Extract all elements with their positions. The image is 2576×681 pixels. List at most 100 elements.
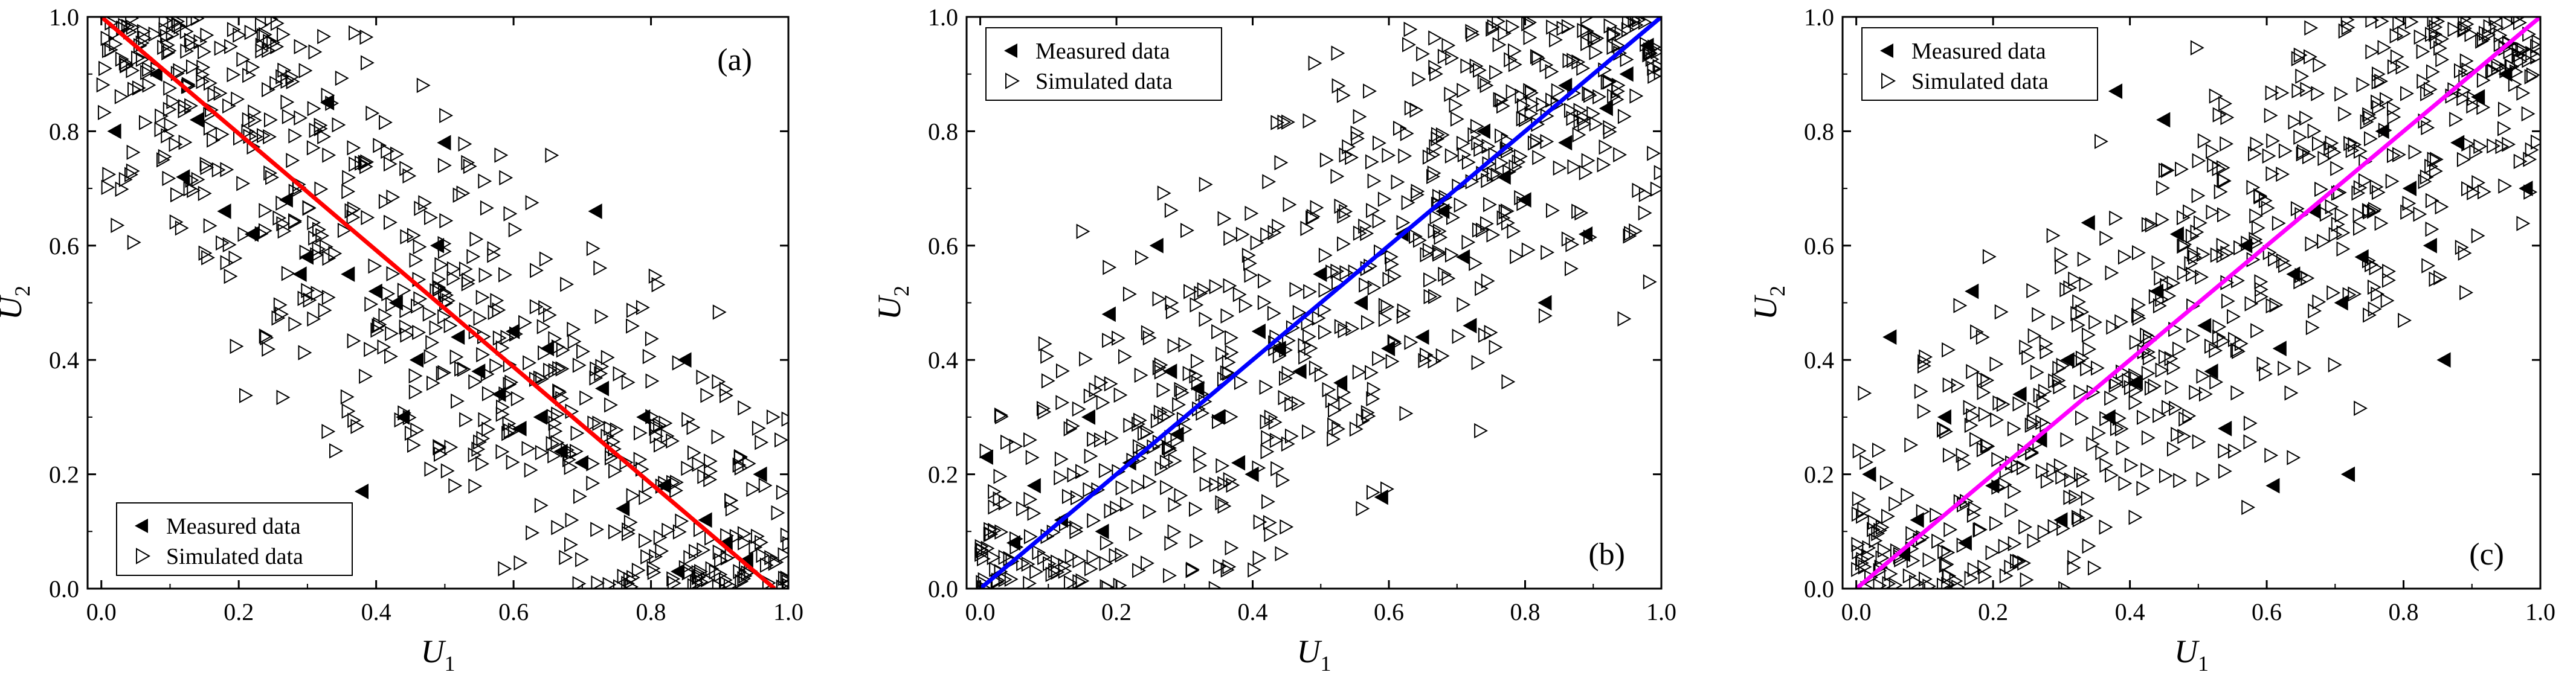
- simulated-point: [1431, 127, 1445, 142]
- simulated-point: [285, 69, 300, 85]
- simulated-point: [2132, 310, 2146, 326]
- simulated-point: [1877, 542, 1892, 558]
- simulated-point: [1209, 279, 1223, 295]
- simulated-point: [553, 385, 567, 400]
- simulated-point: [555, 361, 570, 377]
- simulated-point: [780, 527, 788, 543]
- simulated-point: [2124, 457, 2139, 473]
- simulated-point: [414, 200, 428, 216]
- simulated-point: [2007, 421, 2021, 436]
- simulated-point: [547, 448, 562, 464]
- measured-point: [320, 95, 335, 110]
- measured-point: [437, 135, 451, 151]
- simulated-point: [1298, 337, 1312, 354]
- simulated-point: [2079, 508, 2094, 524]
- simulated-point: [510, 391, 525, 407]
- simulated-point: [1492, 17, 1506, 30]
- simulated-point: [1977, 385, 1991, 400]
- simulated-point: [2216, 248, 2230, 263]
- simulated-point: [2458, 245, 2472, 261]
- simulated-point: [2464, 27, 2479, 42]
- measured-point: [1149, 237, 1164, 254]
- simulated-point: [361, 209, 375, 226]
- simulated-point: [653, 529, 668, 545]
- simulated-point: [2059, 282, 2074, 298]
- simulated-point: [2217, 207, 2231, 223]
- simulated-point: [231, 91, 245, 107]
- simulated-point: [2288, 114, 2302, 130]
- simulated-point: [2004, 502, 2019, 518]
- simulated-point: [1563, 103, 1578, 118]
- simulated-point: [1306, 210, 1319, 226]
- simulated-point: [535, 445, 549, 461]
- simulated-point: [1135, 250, 1149, 266]
- simulated-point: [2342, 287, 2357, 302]
- simulated-point: [694, 564, 708, 580]
- simulated-point: [1940, 557, 1954, 572]
- simulated-point: [1974, 522, 1988, 537]
- simulated-point: [1193, 458, 1208, 473]
- simulated-point: [288, 213, 303, 229]
- simulated-point: [101, 179, 115, 196]
- simulated-point: [1647, 68, 1661, 85]
- simulated-point: [1586, 106, 1601, 121]
- simulated-point: [1505, 19, 1520, 35]
- simulated-point: [1852, 443, 1867, 459]
- simulated-point: [2212, 329, 2226, 345]
- simulated-point: [365, 105, 380, 121]
- simulated-point: [1372, 135, 1386, 151]
- simulated-point: [1483, 197, 1497, 213]
- legend-simulated-marker: [1005, 72, 1020, 89]
- simulated-point: [1525, 85, 1539, 101]
- simulated-point: [2067, 549, 2082, 566]
- simulated-point: [2159, 162, 2172, 178]
- simulated-point: [2243, 434, 2258, 450]
- simulated-point: [1337, 236, 1351, 252]
- simulated-point: [124, 167, 138, 182]
- simulated-point: [1432, 188, 1446, 205]
- simulated-point: [1471, 354, 1486, 371]
- simulated-point: [2265, 298, 2280, 314]
- simulated-point: [269, 75, 284, 91]
- measured-point: [2197, 318, 2212, 334]
- simulated-point: [476, 430, 491, 446]
- simulated-point: [220, 255, 234, 270]
- simulated-point: [487, 248, 501, 263]
- simulated-point: [1567, 53, 1581, 68]
- y-tick-label: 1.0: [49, 4, 79, 31]
- simulated-point: [329, 443, 343, 459]
- measured-point: [148, 66, 163, 82]
- simulated-point: [276, 216, 291, 232]
- simulated-point: [1113, 577, 1127, 589]
- simulated-point: [1289, 281, 1304, 298]
- simulated-point: [200, 27, 214, 43]
- simulated-point: [381, 143, 395, 159]
- simulated-point: [2241, 499, 2256, 516]
- simulated-point: [2178, 411, 2192, 427]
- simulated-point: [1489, 65, 1503, 80]
- simulated-point: [475, 289, 490, 305]
- simulated-point: [2261, 200, 2275, 216]
- simulated-point: [2362, 107, 2376, 123]
- simulated-point: [2429, 163, 2443, 179]
- simulated-point: [439, 213, 454, 229]
- simulated-point: [2299, 110, 2313, 126]
- simulated-point: [2304, 20, 2319, 36]
- simulated-point: [104, 42, 118, 58]
- simulated-point: [621, 374, 636, 391]
- simulated-point: [543, 362, 557, 379]
- simulated-point: [1642, 47, 1657, 63]
- simulated-point: [1142, 504, 1157, 520]
- simulated-point: [170, 187, 184, 203]
- simulated-point: [1353, 225, 1367, 241]
- simulated-point: [378, 308, 393, 324]
- simulated-point: [1496, 210, 1511, 226]
- simulated-point: [1190, 533, 1204, 549]
- x-tick-label: 0.0: [1841, 598, 1872, 625]
- simulated-point: [1302, 424, 1316, 440]
- simulated-point: [1363, 83, 1377, 99]
- simulated-point: [2099, 230, 2114, 246]
- simulated-point: [236, 51, 251, 68]
- simulated-point: [97, 104, 112, 121]
- simulated-point: [1032, 545, 1046, 560]
